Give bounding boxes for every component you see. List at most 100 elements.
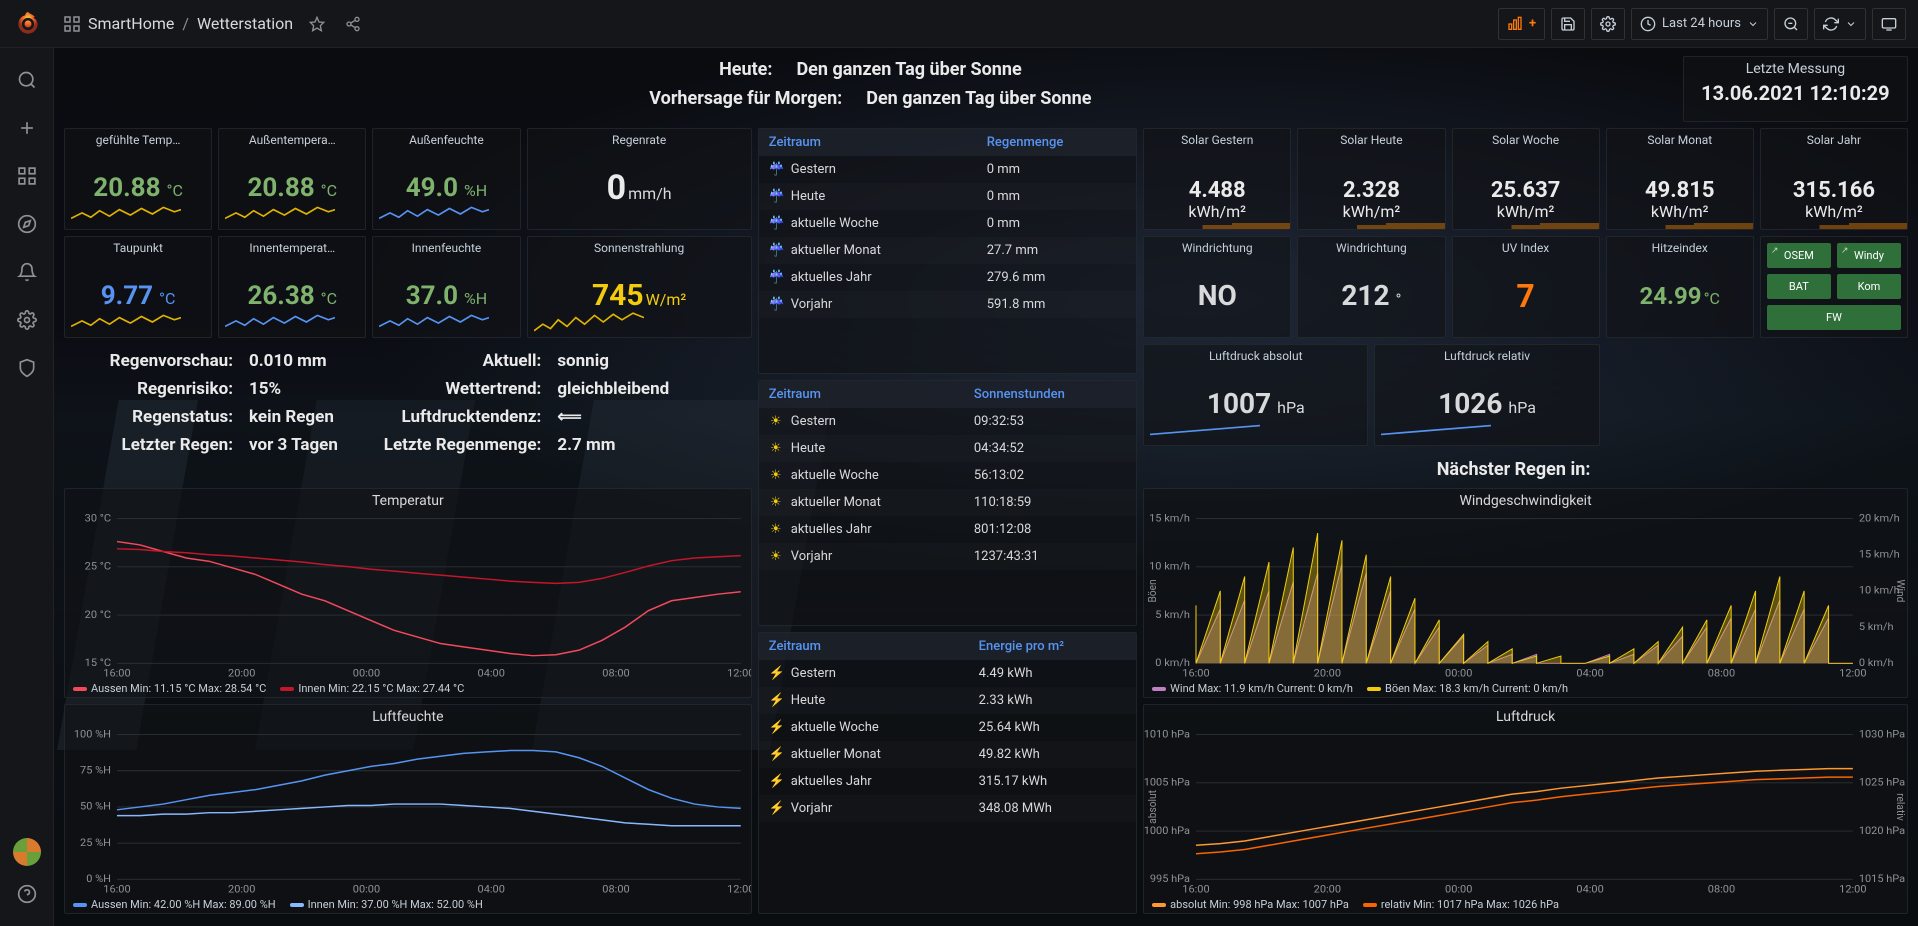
star-icon[interactable]: [301, 8, 333, 40]
top-bar: SmartHome / Wetterstation + Last 24 hour…: [0, 0, 1918, 48]
table-row: ⚡Heute2.33 kWh: [759, 687, 1136, 714]
breadcrumb-separator: /: [182, 14, 189, 33]
svg-text:04:00: 04:00: [478, 883, 505, 896]
panel-table-energy[interactable]: ZeitraumEnergie pro m²⚡Gestern4.49 kWh⚡H…: [758, 632, 1137, 914]
info-row: Aktuell:sonnig: [381, 351, 742, 371]
panel-inside-temp[interactable]: Innentemperat… 26.38 °C: [218, 236, 366, 338]
link-kom[interactable]: Kom: [1837, 274, 1901, 299]
panel-uv-index[interactable]: UV Index 7: [1452, 236, 1600, 338]
panel-solar-month[interactable]: Solar Monat 49.815 kWh/m²: [1606, 128, 1754, 230]
panel-dewpoint[interactable]: Taupunkt 9.77 °C: [64, 236, 212, 338]
refresh-button[interactable]: [1814, 8, 1866, 40]
svg-text:5 km/h: 5 km/h: [1155, 608, 1190, 621]
legend-wind: Wind Max: 11.9 km/h Current: 0 km/h Böen …: [1144, 680, 1907, 697]
search-icon[interactable]: [7, 60, 47, 100]
svg-text:16:00: 16:00: [1182, 883, 1209, 896]
legend-temperature: Aussen Min: 11.15 °C Max: 28.54 °C Innen …: [65, 680, 751, 697]
save-button[interactable]: [1551, 8, 1585, 40]
svg-text:50 %H: 50 %H: [80, 800, 111, 813]
legend-item[interactable]: absolut Min: 998 hPa Max: 1007 hPa: [1152, 898, 1349, 911]
svg-text:Wind: Wind: [1894, 579, 1907, 602]
share-icon[interactable]: [337, 8, 369, 40]
panel-solar-today[interactable]: Solar Heute 2.328 kWh/m²: [1297, 128, 1445, 230]
dashboards-icon[interactable]: [56, 8, 88, 40]
svg-text:15 km/h: 15 km/h: [1149, 513, 1190, 524]
grafana-logo[interactable]: [12, 8, 44, 40]
panel-solar-week[interactable]: Solar Woche 25.637 kWh/m²: [1452, 128, 1600, 230]
panel-outside-humidity[interactable]: Außenfeuchte 49.0 %H: [372, 128, 520, 230]
panel-pressure-relative[interactable]: Luftdruck relativ 1026 hPa: [1374, 344, 1599, 446]
link-osem[interactable]: ↗OSEM: [1767, 243, 1831, 268]
settings-button[interactable]: [1591, 8, 1625, 40]
info-row: Letzte Regenmenge:2.7 mm: [381, 435, 742, 455]
svg-text:1010 hPa: 1010 hPa: [1144, 729, 1190, 740]
panel-table-rain[interactable]: ZeitraumRegenmenge☔Gestern0 mm☔Heute0 mm…: [758, 128, 1137, 374]
link-windy[interactable]: ↗Windy: [1837, 243, 1901, 268]
link-bat[interactable]: BAT: [1767, 274, 1831, 299]
alerting-icon[interactable]: [7, 252, 47, 292]
dashboards-nav-icon[interactable]: [7, 156, 47, 196]
panel-inside-humidity[interactable]: Innenfeuchte 37.0 %H: [372, 236, 520, 338]
create-icon[interactable]: [7, 108, 47, 148]
table-row: ☀aktuelles Jahr801:12:08: [759, 516, 1136, 543]
svg-text:04:00: 04:00: [1577, 883, 1604, 896]
panel-solar-yesterday[interactable]: Solar Gestern 4.488 kWh/m²: [1143, 128, 1291, 230]
panel-outside-temp[interactable]: Außentempera… 20.88 °C: [218, 128, 366, 230]
table-row: ⚡aktuelles Jahr315.17 kWh: [759, 768, 1136, 795]
svg-text:Böen: Böen: [1146, 579, 1159, 602]
panel-chart-pressure[interactable]: Luftdruck 995 hPa1000 hPa1005 hPa1010 hP…: [1143, 704, 1908, 914]
legend-item[interactable]: Innen Min: 22.15 °C Max: 27.44 °C: [280, 682, 464, 695]
breadcrumb-page[interactable]: Wetterstation: [197, 14, 293, 33]
explore-icon[interactable]: [7, 204, 47, 244]
panel-table-sun[interactable]: ZeitraumSonnenstunden☀Gestern09:32:53☀He…: [758, 380, 1137, 626]
table-row: ☀aktuelle Woche56:13:02: [759, 462, 1136, 489]
panel-rain-rate[interactable]: Regenrate 0mm/h: [527, 128, 752, 230]
legend-item[interactable]: Wind Max: 11.9 km/h Current: 0 km/h: [1152, 682, 1353, 695]
legend-item[interactable]: Böen Max: 18.3 km/h Current: 0 km/h: [1367, 682, 1568, 695]
time-range-picker[interactable]: Last 24 hours: [1631, 8, 1768, 40]
svg-text:1030 hPa: 1030 hPa: [1859, 729, 1906, 740]
svg-text:08:00: 08:00: [602, 667, 629, 680]
panel-chart-humidity[interactable]: Luftfeuchte 0 %H25 %H50 %H75 %H100 %H16:…: [64, 704, 752, 914]
help-icon[interactable]: [7, 874, 47, 914]
panel-heat-index[interactable]: Hitzeindex 24.99°C: [1606, 236, 1754, 338]
panel-last-measurement[interactable]: Letzte Messung 13.06.2021 12:10:29: [1683, 56, 1908, 122]
legend-item[interactable]: Aussen Min: 42.00 %H Max: 89.00 %H: [73, 898, 276, 911]
svg-text:relativ: relativ: [1894, 793, 1907, 821]
svg-text:20:00: 20:00: [228, 883, 255, 896]
svg-text:5 km/h: 5 km/h: [1859, 620, 1894, 633]
svg-text:12:00: 12:00: [1839, 883, 1866, 896]
add-panel-button[interactable]: +: [1498, 8, 1545, 40]
svg-text:25 %H: 25 %H: [80, 836, 111, 849]
forecast-headline: Heute:Den ganzen Tag über Sonne Vorhersa…: [64, 56, 1677, 122]
table-row: ☔aktuelle Woche0 mm: [759, 210, 1136, 237]
zoom-out-button[interactable]: [1774, 8, 1808, 40]
panel-pressure-absolute[interactable]: Luftdruck absolut 1007 hPa: [1143, 344, 1368, 446]
legend-item[interactable]: Innen Min: 37.00 %H Max: 52.00 %H: [290, 898, 483, 911]
table-row: ⚡Vorjahr348.08 MWh: [759, 795, 1136, 822]
link-fw[interactable]: FW: [1767, 305, 1901, 330]
panel-wind-direction-text[interactable]: Windrichtung NO: [1143, 236, 1291, 338]
svg-text:15 km/h: 15 km/h: [1859, 548, 1900, 561]
breadcrumb-root[interactable]: SmartHome: [88, 14, 174, 33]
svg-text:20:00: 20:00: [228, 667, 255, 680]
table-row: ⚡aktueller Monat49.82 kWh: [759, 741, 1136, 768]
table-row: ⚡Gestern4.49 kWh: [759, 660, 1136, 687]
panel-next-rain: Nächster Regen in:Kein Regen erwartet (0…: [1143, 452, 1908, 482]
admin-icon[interactable]: [7, 348, 47, 388]
legend-item[interactable]: relativ Min: 1017 hPa Max: 1026 hPa: [1363, 898, 1559, 911]
user-avatar[interactable]: [13, 838, 41, 866]
panel-chart-wind[interactable]: Windgeschwindigkeit 0 km/h5 km/h10 km/h1…: [1143, 488, 1908, 698]
svg-text:1020 hPa: 1020 hPa: [1859, 824, 1906, 837]
panel-wind-direction-degrees[interactable]: Windrichtung 212 °: [1297, 236, 1445, 338]
panel-chart-temperature[interactable]: Temperatur 15 °C20 °C25 °C30 °C16:0020:0…: [64, 488, 752, 698]
legend-pressure: absolut Min: 998 hPa Max: 1007 hPa relati…: [1144, 896, 1907, 913]
legend-item[interactable]: Aussen Min: 11.15 °C Max: 28.54 °C: [73, 682, 266, 695]
panel-solar-year[interactable]: Solar Jahr 315.166 kWh/m²: [1760, 128, 1908, 230]
tv-mode-button[interactable]: [1872, 8, 1906, 40]
svg-text:20:00: 20:00: [1314, 883, 1341, 896]
panel-solar-radiation[interactable]: Sonnenstrahlung 745W/m²: [527, 236, 752, 338]
panel-feels-like-temp[interactable]: gefühlte Temp… 20.88 °C: [64, 128, 212, 230]
svg-text:16:00: 16:00: [103, 667, 130, 680]
config-icon[interactable]: [7, 300, 47, 340]
